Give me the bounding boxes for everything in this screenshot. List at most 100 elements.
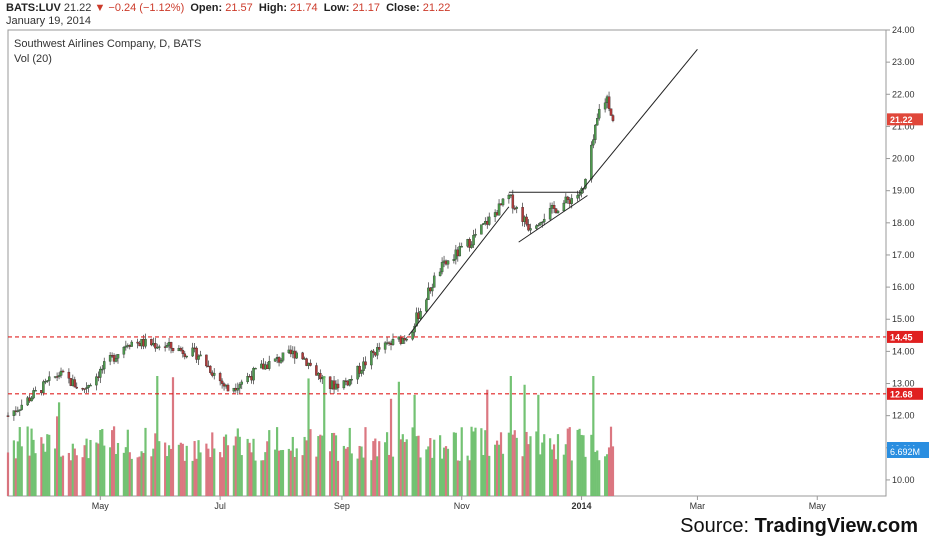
candle-body xyxy=(548,208,552,220)
candle-body xyxy=(470,244,473,248)
candle-body xyxy=(597,108,601,119)
volume-bar xyxy=(73,448,76,496)
volume-bar xyxy=(484,430,487,496)
volume-bar xyxy=(466,455,469,496)
candle-body xyxy=(411,331,414,340)
candle-body xyxy=(83,388,86,390)
candle-body xyxy=(305,358,308,366)
volume-bar xyxy=(350,453,353,496)
volume-bar xyxy=(156,376,159,496)
volume-bar xyxy=(592,376,595,496)
volume-bar xyxy=(413,394,416,496)
volume-bar xyxy=(264,452,267,496)
volume-bar xyxy=(48,434,51,496)
volume-bar xyxy=(83,445,86,496)
candle-body xyxy=(348,379,352,386)
volume-bar xyxy=(209,457,212,496)
candle-body xyxy=(554,208,558,213)
candle-body xyxy=(295,352,298,359)
volume-bar xyxy=(303,436,306,496)
volume-bar xyxy=(499,432,503,496)
volume-bar xyxy=(124,447,127,496)
volume-bar xyxy=(604,456,607,496)
candle-body xyxy=(401,338,405,344)
candle-body xyxy=(150,338,153,346)
volume-bar xyxy=(370,460,373,496)
volume-bar xyxy=(452,432,455,496)
volume-bar xyxy=(356,458,359,496)
candle-body xyxy=(46,380,49,382)
volume-bar xyxy=(166,456,169,496)
candle-body xyxy=(220,380,224,384)
trendline xyxy=(581,48,698,192)
volume-bar xyxy=(387,454,391,496)
low-label: Low: xyxy=(323,2,350,14)
volume-bar xyxy=(607,447,611,496)
volume-bar xyxy=(40,437,43,496)
volume-bar xyxy=(568,427,571,496)
volume-bar xyxy=(342,445,345,496)
volume-bar xyxy=(425,449,428,496)
volume-bar xyxy=(444,446,448,496)
volume-bar xyxy=(486,389,489,496)
candle-body xyxy=(73,379,77,388)
volume-bar xyxy=(372,441,375,496)
trendline xyxy=(518,195,588,243)
volume-bar xyxy=(556,434,560,496)
volume-bar xyxy=(154,433,157,496)
volume-bar xyxy=(301,455,304,496)
open-value: 21.57 xyxy=(225,2,253,14)
volume-bar xyxy=(234,436,237,496)
candle-body xyxy=(377,347,381,350)
candle-body xyxy=(566,196,570,200)
volume-bar xyxy=(334,435,338,496)
volume-bar xyxy=(429,438,432,496)
volume-bar xyxy=(89,439,92,496)
volume-bar xyxy=(183,460,186,496)
candle-body xyxy=(342,380,346,389)
volume-bar xyxy=(513,430,516,496)
candle-body xyxy=(108,355,112,362)
candle-body xyxy=(226,384,230,392)
candle-body xyxy=(501,198,505,206)
candle-body xyxy=(116,354,120,359)
candle-body xyxy=(42,381,45,394)
volume-bar xyxy=(279,450,283,496)
candle-body xyxy=(179,348,183,351)
volume-bar xyxy=(26,426,29,496)
y-tick-label: 18.00 xyxy=(892,218,915,228)
candle-body xyxy=(281,352,285,361)
volume-bar xyxy=(195,458,198,496)
volume-bar xyxy=(598,460,601,496)
candle-body xyxy=(474,234,477,236)
volume-bar xyxy=(246,438,249,496)
volume-bar xyxy=(305,440,308,496)
volume-bar xyxy=(468,460,471,496)
volume-bar xyxy=(181,443,184,496)
x-tick-label: Sep xyxy=(334,501,350,511)
candle-body xyxy=(157,346,161,348)
candle-body xyxy=(419,311,422,319)
volume-bar xyxy=(344,448,347,496)
volume-bar xyxy=(185,445,188,496)
symbol[interactable]: BATS:LUV xyxy=(6,2,61,14)
y-tick-label: 22.00 xyxy=(892,89,915,99)
close-value: 21.22 xyxy=(422,2,451,14)
volume-bar xyxy=(611,446,615,496)
volume-bar xyxy=(401,434,404,496)
candle-body xyxy=(165,345,169,348)
volume-bar xyxy=(289,450,292,496)
candle-body xyxy=(240,381,243,385)
volume-bar xyxy=(360,446,363,496)
x-tick-label: May xyxy=(809,501,827,511)
volume-bar xyxy=(385,432,389,496)
volume-bar xyxy=(405,439,408,496)
candle-body xyxy=(12,410,16,416)
candle-body xyxy=(515,207,518,209)
chart-title: Southwest Airlines Company, D, BATS xyxy=(14,38,202,50)
level-label: 12.68 xyxy=(890,389,913,399)
candle-body xyxy=(391,338,395,345)
volume-bar xyxy=(14,458,17,496)
y-tick-label: 19.00 xyxy=(892,186,915,196)
